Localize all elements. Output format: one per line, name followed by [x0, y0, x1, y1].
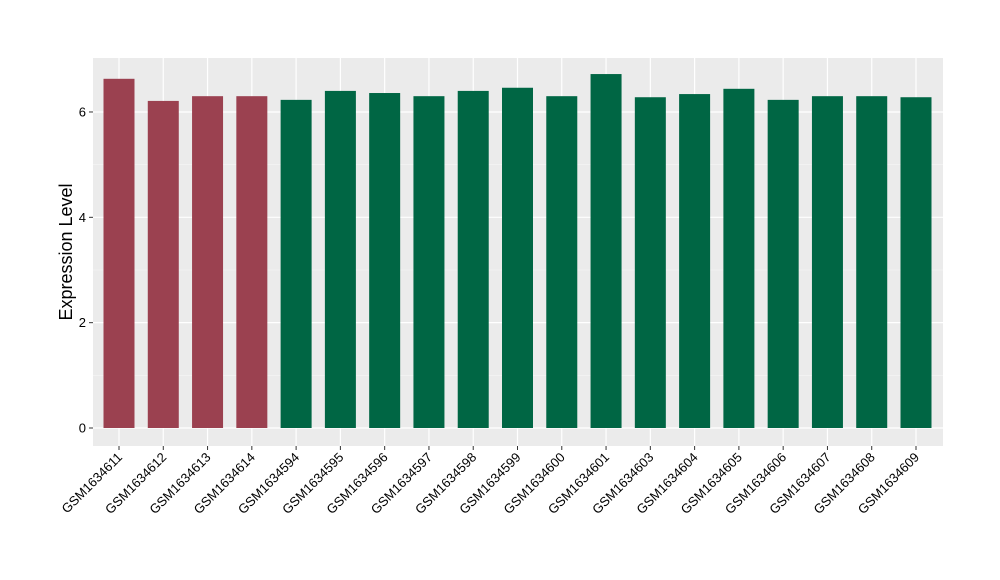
- bar-GSM1634604: [679, 94, 711, 428]
- y-tick-label: 4: [79, 210, 86, 225]
- bar-GSM1634603: [634, 97, 666, 429]
- bar-GSM1634608: [856, 96, 888, 428]
- bar-GSM1634595: [324, 90, 356, 429]
- bar-GSM1634613: [192, 96, 224, 428]
- bar-GSM1634607: [811, 96, 843, 428]
- bar-GSM1634597: [413, 96, 445, 428]
- bar-GSM1634599: [502, 87, 533, 428]
- y-tick-label: 0: [79, 421, 86, 436]
- bar-GSM1634609: [900, 97, 932, 429]
- y-axis-label: Expression Level: [56, 183, 76, 320]
- bar-GSM1634600: [546, 96, 578, 428]
- bar-GSM1634612: [147, 100, 179, 428]
- bar-GSM1634601: [590, 74, 622, 428]
- bar-GSM1634596: [369, 93, 401, 428]
- bar-GSM1634606: [767, 99, 799, 428]
- bar-GSM1634594: [280, 99, 312, 428]
- bar-GSM1634598: [457, 90, 489, 429]
- bar-GSM1634605: [723, 88, 755, 428]
- y-tick-label: 6: [79, 104, 86, 119]
- y-tick-label: 2: [79, 315, 86, 330]
- bar-GSM1634614: [236, 96, 268, 428]
- bar-GSM1634611: [103, 78, 135, 428]
